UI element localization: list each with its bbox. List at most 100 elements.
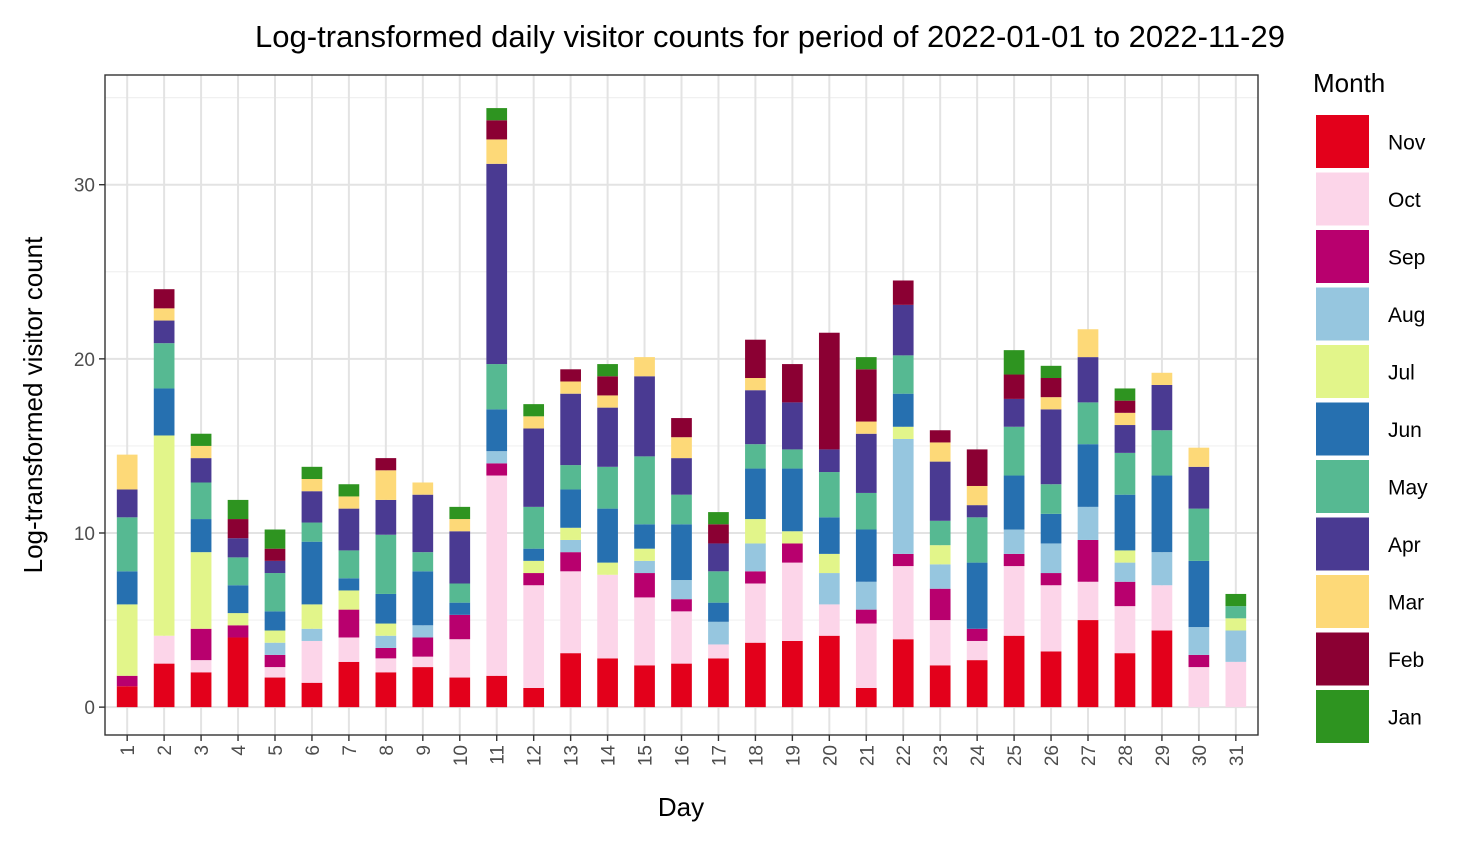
bar-segment (1077, 357, 1099, 403)
bar-segment (486, 364, 508, 410)
x-tick-label: 18 (746, 745, 767, 766)
bar-segment (1040, 651, 1062, 708)
bar-segment (1077, 402, 1099, 445)
x-tick-label: 1 (118, 745, 139, 756)
bar-segment (1188, 560, 1210, 628)
bar-segment (892, 426, 914, 439)
bar-segment (301, 466, 323, 480)
bar-segment (338, 609, 360, 638)
bar-segment (523, 404, 545, 417)
bar-segment (929, 564, 951, 589)
x-tick-label: 22 (894, 745, 915, 766)
bar-segment (338, 661, 360, 708)
bar-segment (708, 524, 729, 544)
bar-segment (301, 640, 323, 683)
bar-segment (966, 628, 988, 641)
bar-segment (818, 472, 840, 518)
bar-segment (116, 675, 138, 687)
x-tick-label: 27 (1079, 745, 1100, 766)
bar-segment (892, 304, 914, 356)
bar-segment (708, 571, 729, 603)
bar-segment (301, 682, 323, 708)
bar-segment (597, 376, 618, 396)
x-tick-label: 28 (1116, 745, 1137, 766)
x-tick-label: 10 (451, 745, 472, 766)
bar-segment (1114, 581, 1136, 607)
legend-label: Apr (1388, 534, 1421, 557)
legend-item: Mar (1316, 575, 1424, 628)
bar-segment (1151, 630, 1173, 708)
bar-segment (338, 578, 360, 591)
bar-segment (929, 665, 951, 708)
bar-segment (855, 529, 877, 582)
bar-segment (153, 388, 175, 436)
bar-segment (634, 376, 655, 457)
bar-segment (523, 687, 545, 708)
bar-segment (338, 484, 360, 497)
legend-item: Jul (1316, 345, 1415, 398)
bar-segment (412, 625, 434, 638)
legend-items: Nov Oct Sep Aug Jul Jun May Apr Mar Feb Jan (1316, 115, 1428, 743)
bar-segment (375, 499, 397, 535)
y-tick-label: 20 (74, 350, 95, 371)
bar-segment (1003, 398, 1025, 427)
bar-segment (966, 505, 988, 518)
bar-segment (1188, 447, 1210, 467)
legend-key (1316, 632, 1369, 686)
bar-segment (1040, 573, 1062, 586)
bar-segment (634, 456, 655, 525)
bar-segment (671, 458, 692, 495)
bar-segment (634, 548, 655, 561)
bar-segment (449, 583, 471, 603)
bar-segment (153, 343, 175, 389)
bar-segment (264, 630, 286, 643)
y-tick-label: 30 (74, 176, 95, 197)
bar-segment (966, 517, 988, 563)
bar-segment (1114, 494, 1136, 551)
bar-segment (745, 543, 766, 572)
bar-segment (153, 320, 175, 344)
y-tick-label: 10 (74, 524, 95, 545)
bar-segment (745, 519, 766, 544)
bar-segment (190, 445, 212, 459)
bar-segment (855, 623, 877, 688)
legend-item: Feb (1316, 632, 1424, 686)
bars-layer (116, 108, 1247, 708)
bar-segment (1077, 539, 1099, 582)
bar-segment (449, 677, 471, 708)
bar-segment (929, 430, 951, 443)
legend-key (1316, 575, 1369, 628)
bar-segment (634, 524, 655, 549)
bar-segment (1077, 620, 1099, 708)
bar-segment (560, 552, 581, 572)
x-tick-label: 17 (709, 745, 730, 766)
bar-segment (1040, 409, 1062, 485)
bar-segment (560, 653, 581, 708)
bar-segment (375, 623, 397, 636)
bar-segment (1188, 654, 1210, 668)
bar-segment (190, 458, 212, 483)
bar-segment (708, 644, 729, 659)
bar-segment (375, 470, 397, 500)
legend-item: Jun (1316, 402, 1422, 456)
bar-segment (1003, 426, 1025, 476)
bar-segment (338, 496, 360, 509)
x-tick-label: 7 (340, 745, 361, 756)
bar-segment (301, 522, 323, 542)
bar-segment (745, 468, 766, 520)
bar-segment (1003, 553, 1025, 567)
bar-segment (338, 508, 360, 551)
x-tick-label: 31 (1227, 745, 1248, 766)
bar-segment (190, 672, 212, 708)
bar-segment (1151, 552, 1173, 586)
x-tick-label: 20 (820, 745, 841, 766)
bar-segment (966, 449, 988, 486)
bar-segment (1040, 543, 1062, 574)
bar-segment (597, 407, 618, 467)
bar-segment (782, 531, 803, 544)
bar-segment (190, 552, 212, 629)
bar-segment (560, 393, 581, 466)
bar-segment (375, 458, 397, 471)
bar-segment (560, 465, 581, 490)
